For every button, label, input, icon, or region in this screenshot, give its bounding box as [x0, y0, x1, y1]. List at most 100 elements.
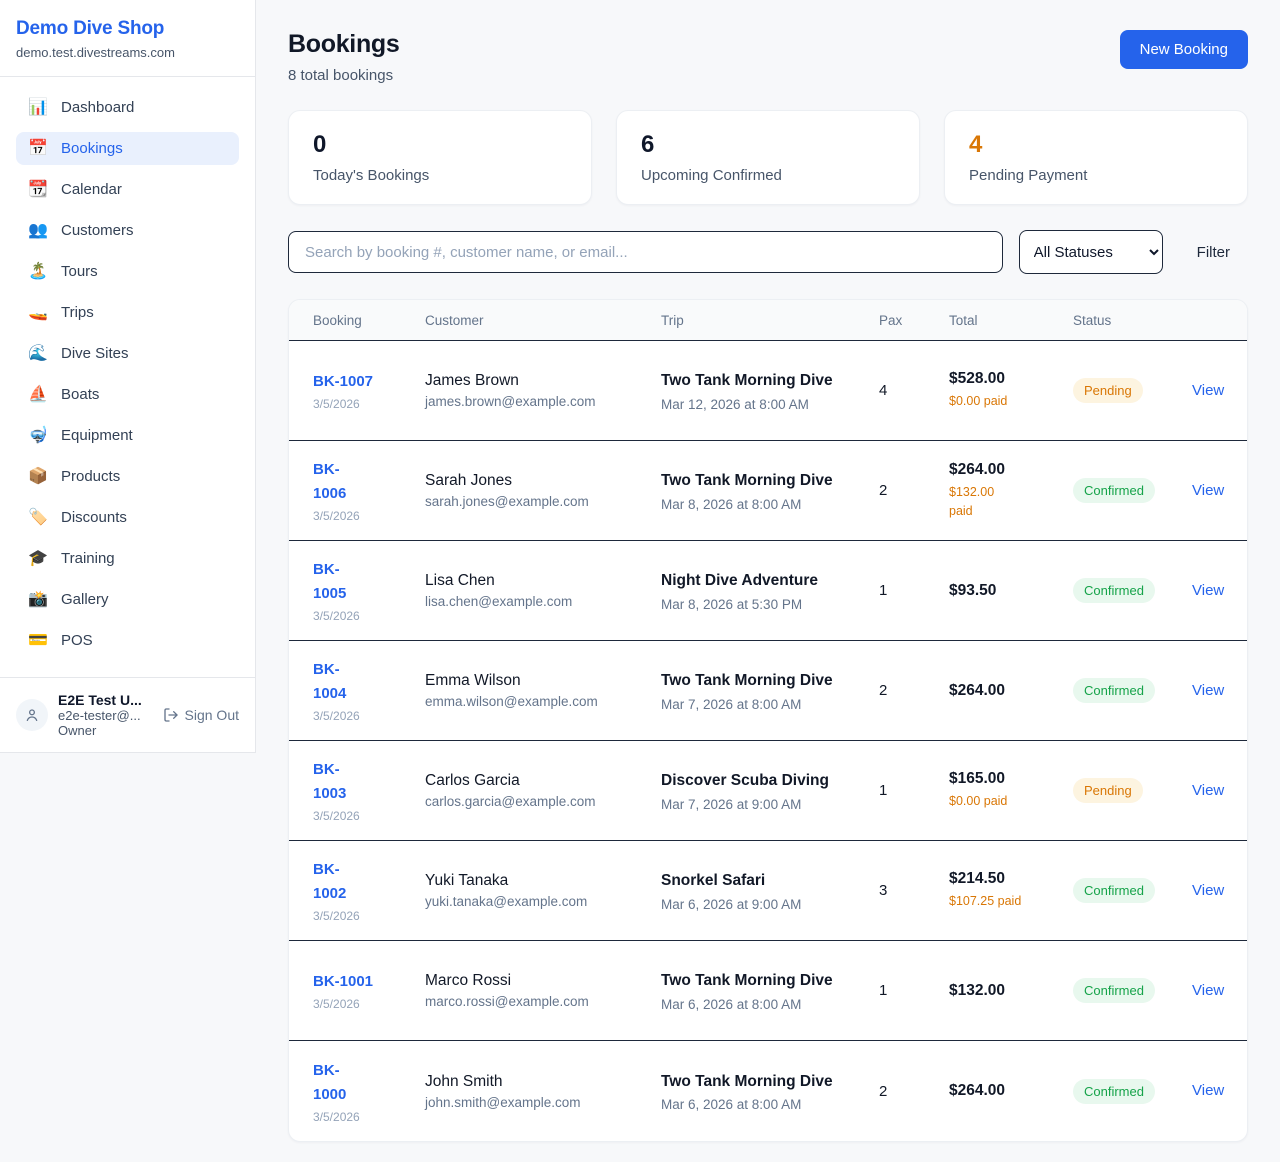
sidebar-item-customers[interactable]: 👥 Customers [16, 214, 239, 247]
table-row: BK- 1006 3/5/2026 Sarah Jones sarah.jone… [289, 441, 1247, 541]
trip-name: Snorkel Safari [661, 872, 766, 890]
pax-count: 2 [879, 1082, 888, 1100]
stat-label: Upcoming Confirmed [641, 167, 782, 184]
table-row: BK- 1005 3/5/2026 Lisa Chen lisa.chen@ex… [289, 541, 1247, 641]
sidebar-item-label: Discounts [61, 509, 127, 526]
table-row: BK- 1003 3/5/2026 Carlos Garcia carlos.g… [289, 741, 1247, 841]
status-badge: Confirmed [1073, 578, 1155, 603]
wave-icon: 🌊 [28, 344, 48, 362]
sidebar-item-dashboard[interactable]: 📊 Dashboard [16, 91, 239, 124]
view-link[interactable]: View [1192, 981, 1225, 999]
pax-count: 2 [879, 482, 888, 499]
col-header-booking: Booking [313, 312, 362, 328]
booking-id-link[interactable]: BK- 1005 [313, 561, 347, 602]
trip-name: Two Tank Morning Dive [661, 472, 833, 490]
status-select[interactable]: All Statuses [1018, 230, 1163, 274]
view-link[interactable]: View [1192, 381, 1225, 399]
status-badge: Confirmed [1073, 878, 1155, 903]
view-link[interactable]: View [1192, 681, 1225, 699]
search-input[interactable] [288, 231, 1003, 273]
col-header-total: Total [949, 312, 978, 328]
col-header-trip: Trip [661, 312, 684, 328]
stat-value: 6 [641, 131, 655, 158]
view-link[interactable]: View [1192, 481, 1225, 499]
stat-card: 0 Today's Bookings [288, 110, 592, 205]
trip-datetime: Mar 12, 2026 at 8:00 AM [661, 396, 809, 412]
filter-button[interactable]: Filter [1179, 236, 1248, 269]
table-row: BK-1007 3/5/2026 James Brown james.brown… [289, 341, 1247, 441]
table-row: BK-1001 3/5/2026 Marco Rossi marco.rossi… [289, 941, 1247, 1041]
sidebar-item-tours[interactable]: 🏝️ Tours [16, 255, 239, 288]
sidebar-item-bookings[interactable]: 📅 Bookings [16, 132, 239, 165]
trip-name: Two Tank Morning Dive [661, 1072, 833, 1090]
customer-email: lisa.chen@example.com [425, 594, 573, 609]
sign-out-button[interactable]: Sign Out [163, 707, 239, 723]
sign-out-label: Sign Out [184, 707, 239, 723]
booking-id-link[interactable]: BK- 1003 [313, 761, 347, 802]
shop-domain: demo.test.divestreams.com [16, 45, 175, 60]
trip-datetime: Mar 6, 2026 at 8:00 AM [661, 996, 802, 1012]
table-row: BK- 1004 3/5/2026 Emma Wilson emma.wilso… [289, 641, 1247, 741]
booking-date: 3/5/2026 [313, 397, 360, 411]
trip-datetime: Mar 7, 2026 at 9:00 AM [661, 796, 802, 812]
col-header-customer: Customer [425, 312, 484, 328]
paid-amount: $0.00 paid [949, 394, 1008, 409]
customer-name: Lisa Chen [425, 572, 495, 589]
booking-date: 3/5/2026 [313, 997, 360, 1011]
calendar-icon: 📅 [28, 139, 48, 157]
booking-id-link[interactable]: BK- 1002 [313, 861, 347, 902]
trip-datetime: Mar 6, 2026 at 9:00 AM [661, 896, 802, 912]
sidebar-header: Demo Dive Shop demo.test.divestreams.com [0, 0, 255, 77]
sidebar-item-label: Calendar [61, 181, 122, 198]
sidebar-item-products[interactable]: 📦 Products [16, 460, 239, 493]
booking-id-link[interactable]: BK- 1000 [313, 1061, 347, 1103]
booking-id-link[interactable]: BK-1007 [313, 373, 374, 390]
booking-date: 3/5/2026 [313, 509, 360, 523]
view-link[interactable]: View [1192, 581, 1225, 599]
view-link[interactable]: View [1192, 781, 1225, 799]
sidebar-footer: E2E Test U... e2e-tester@... Owner Sign … [0, 677, 255, 752]
customer-email: john.smith@example.com [425, 1094, 581, 1110]
package-icon: 📦 [28, 467, 48, 485]
view-link[interactable]: View [1192, 881, 1225, 899]
status-badge: Pending [1073, 378, 1143, 403]
booking-id-link[interactable]: BK- 1004 [313, 661, 347, 702]
status-badge: Confirmed [1073, 1078, 1155, 1104]
sidebar-item-pos[interactable]: 💳 POS [16, 624, 239, 657]
booking-date: 3/5/2026 [313, 709, 360, 723]
customer-email: james.brown@example.com [425, 394, 596, 409]
sidebar-item-label: Products [61, 468, 121, 485]
sidebar-item-calendar[interactable]: 📆 Calendar [16, 173, 239, 206]
sidebar-item-boats[interactable]: ⛵ Boats [16, 378, 239, 411]
sidebar-item-label: Dive Sites [61, 345, 129, 362]
customer-name: Marco Rossi [425, 972, 512, 989]
graduation-cap-icon: 🎓 [28, 549, 48, 567]
sidebar-item-trips[interactable]: 🚤 Trips [16, 296, 239, 329]
table-header-row: Booking Customer Trip Pax Total Status [289, 300, 1247, 341]
sidebar-item-equipment[interactable]: 🤿 Equipment [16, 419, 239, 452]
customer-name: Yuki Tanaka [425, 872, 509, 889]
trip-name: Two Tank Morning Dive [661, 672, 833, 690]
sidebar-item-discounts[interactable]: 🏷️ Discounts [16, 501, 239, 534]
bar-chart-icon: 📊 [28, 98, 48, 116]
sidebar-item-label: Boats [61, 386, 100, 403]
sidebar-item-gallery[interactable]: 📸 Gallery [16, 583, 239, 616]
sidebar-item-dive-sites[interactable]: 🌊 Dive Sites [16, 337, 239, 370]
sidebar-item-label: Training [61, 550, 115, 567]
people-icon: 👥 [28, 221, 48, 239]
stat-card: 4 Pending Payment [944, 110, 1248, 205]
paid-amount: $0.00 paid [949, 794, 1008, 809]
booking-id-link[interactable]: BK- 1006 [313, 461, 347, 502]
booking-id-link[interactable]: BK-1001 [313, 973, 374, 990]
customer-email: sarah.jones@example.com [425, 494, 589, 509]
user-role: Owner [58, 723, 97, 738]
sailboat-icon: ⛵ [28, 385, 48, 403]
sidebar-item-label: Gallery [61, 591, 109, 608]
shop-name: Demo Dive Shop [16, 18, 165, 39]
col-header-status: Status [1073, 312, 1112, 328]
customer-email: carlos.garcia@example.com [425, 794, 596, 809]
sidebar-item-training[interactable]: 🎓 Training [16, 542, 239, 575]
pax-count: 1 [879, 982, 888, 999]
view-link[interactable]: View [1192, 1082, 1225, 1099]
new-booking-button[interactable]: New Booking [1119, 30, 1248, 69]
